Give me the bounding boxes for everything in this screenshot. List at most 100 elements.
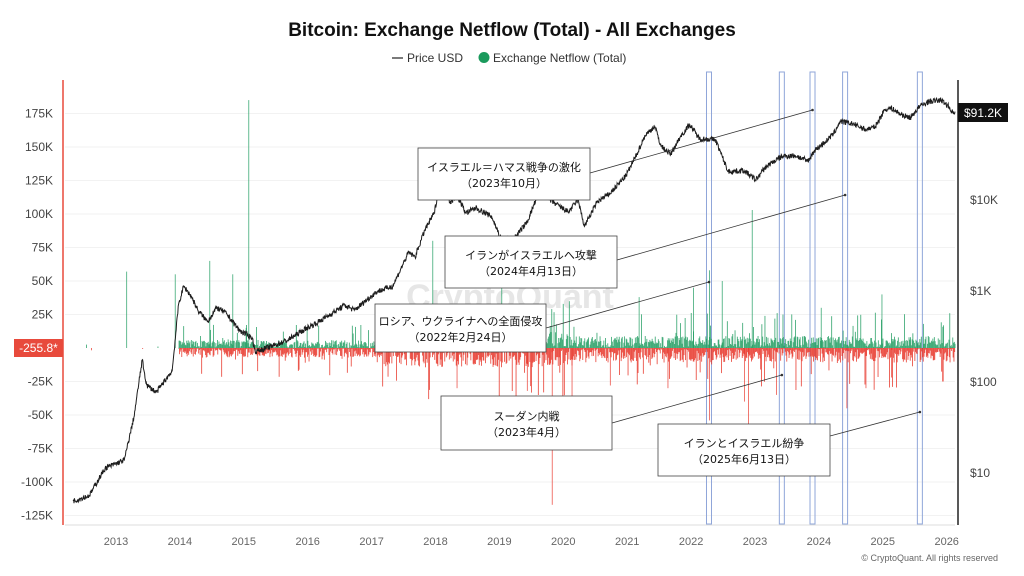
netflow-bar (361, 344, 363, 348)
netflow-bar (822, 340, 823, 348)
legend-netflow-label[interactable]: Exchange Netflow (Total) (493, 51, 626, 65)
netflow-bar (605, 338, 606, 348)
netflow-bar (678, 338, 680, 348)
netflow-bar (579, 348, 581, 362)
netflow-bar (929, 342, 931, 348)
netflow-bar (785, 344, 787, 348)
netflow-bar (350, 348, 352, 367)
netflow-bar (930, 340, 932, 348)
netflow-bar (899, 348, 901, 355)
netflow-bar (290, 344, 292, 348)
netflow-bar (386, 348, 387, 363)
left-tick-label: -50K (28, 408, 53, 422)
netflow-bar (636, 348, 637, 361)
netflow-bar (373, 348, 375, 356)
left-tick-label: 100K (25, 207, 53, 221)
netflow-bar (563, 348, 565, 363)
netflow-bar (762, 336, 764, 348)
netflow-bar (242, 348, 244, 356)
netflow-bar (879, 348, 881, 350)
netflow-bar (322, 348, 324, 356)
netflow-bar (594, 339, 596, 348)
netflow-bar (411, 348, 413, 366)
netflow-bar (632, 348, 634, 361)
netflow-bar (674, 344, 675, 348)
annotation-pointer-line (616, 194, 846, 261)
netflow-bar (865, 345, 867, 348)
netflow-bar (711, 346, 713, 348)
netflow-bar (428, 348, 430, 400)
netflow-bar (692, 348, 694, 362)
netflow-bar (429, 348, 430, 390)
netflow-bar (578, 344, 579, 348)
netflow-bar (434, 348, 436, 360)
netflow-bar (606, 348, 607, 361)
netflow-bar (673, 338, 675, 348)
netflow-bar (191, 344, 193, 348)
netflow-bar (277, 348, 279, 355)
netflow-bar (470, 348, 472, 361)
annotation-event-text: ロシア、ウクライナへの全面侵攻 (379, 314, 543, 328)
netflow-bar (805, 337, 806, 348)
netflow-bar (854, 331, 856, 348)
netflow-bar (595, 339, 596, 348)
netflow-bar (906, 348, 908, 351)
netflow-bar (751, 348, 753, 360)
netflow-bar (873, 348, 875, 390)
netflow-bar (444, 348, 446, 362)
netflow-bar (305, 348, 307, 353)
netflow-bar (288, 347, 290, 348)
netflow-bar (554, 345, 556, 348)
netflow-bar (180, 344, 182, 348)
netflow-bar (333, 344, 335, 348)
netflow-bar (310, 348, 311, 352)
netflow-bar (351, 348, 353, 349)
netflow-bar (929, 348, 931, 351)
netflow-bar (725, 336, 727, 348)
netflow-bar (706, 348, 708, 352)
netflow-bar (241, 341, 243, 348)
netflow-bar (672, 348, 674, 349)
legend-price-label[interactable]: Price USD (407, 51, 463, 65)
netflow-bar (353, 348, 354, 357)
netflow-bar (716, 346, 718, 348)
netflow-bar (609, 348, 611, 353)
netflow-bar (721, 281, 723, 348)
netflow-bar (608, 348, 610, 349)
footer-copyright: © CryptoQuant. All rights reserved (861, 553, 998, 563)
right-tick-label: $1K (970, 284, 991, 298)
netflow-bar (731, 336, 733, 348)
netflow-bar (902, 348, 904, 362)
netflow-bar (187, 342, 188, 348)
netflow-bar (749, 348, 751, 355)
netflow-bar (477, 348, 479, 360)
legend-netflow-dot-icon (478, 52, 490, 63)
netflow-bar (400, 348, 402, 365)
netflow-bar (864, 343, 866, 348)
netflow-bar (559, 338, 561, 348)
netflow-bar (603, 348, 605, 358)
netflow-bar (596, 348, 598, 349)
netflow-bar (555, 324, 557, 348)
netflow-bar (307, 348, 308, 357)
netflow-bar (635, 342, 637, 348)
netflow-bar (553, 348, 555, 351)
netflow-bar (611, 336, 612, 348)
netflow-bar (762, 348, 764, 354)
netflow-bar (917, 342, 919, 348)
netflow-bar (889, 345, 891, 348)
netflow-bar (637, 336, 639, 348)
netflow-bar (871, 348, 873, 360)
netflow-bar (351, 345, 353, 348)
netflow-bar (211, 342, 213, 348)
netflow-bar (233, 340, 234, 348)
netflow-bar (780, 348, 782, 361)
netflow-bar (533, 348, 535, 362)
netflow-bar (465, 348, 466, 365)
netflow-bar (892, 348, 894, 358)
netflow-bar (893, 348, 895, 363)
annotation-box (440, 395, 613, 451)
netflow-bar (684, 318, 686, 348)
netflow-bar (360, 325, 362, 348)
netflow-bar (833, 348, 835, 349)
